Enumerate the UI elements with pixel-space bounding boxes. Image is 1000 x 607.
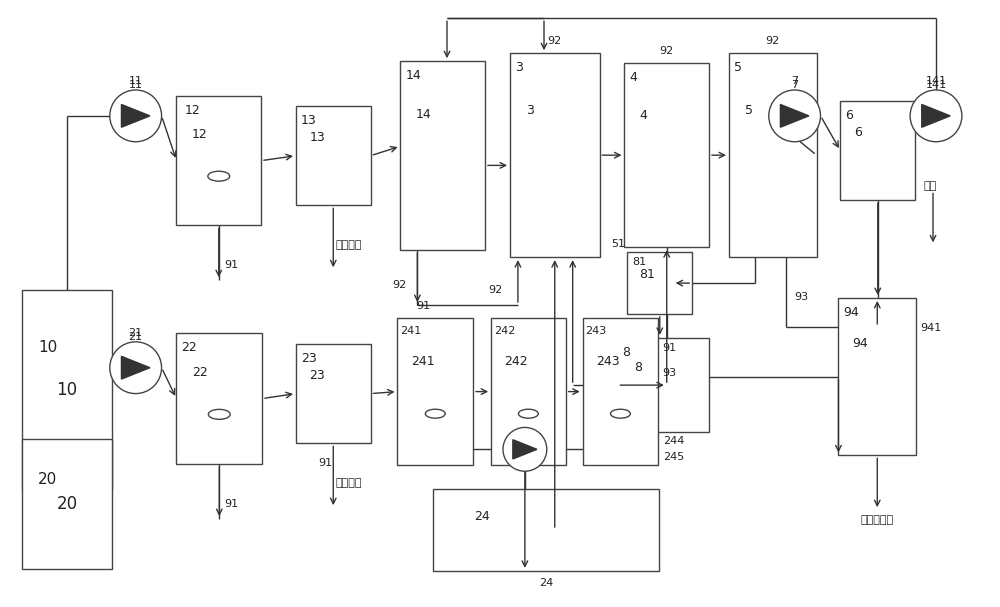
Bar bbox=[176, 333, 262, 464]
Text: 93: 93 bbox=[662, 368, 676, 378]
Polygon shape bbox=[922, 104, 950, 127]
Text: 21: 21 bbox=[129, 328, 143, 338]
Bar bbox=[296, 106, 371, 205]
Text: 8: 8 bbox=[634, 362, 642, 375]
Text: 93: 93 bbox=[794, 292, 808, 302]
Bar bbox=[22, 439, 112, 569]
Text: 92: 92 bbox=[660, 46, 674, 56]
Polygon shape bbox=[780, 104, 809, 127]
Circle shape bbox=[110, 90, 162, 142]
Text: 243: 243 bbox=[586, 326, 607, 336]
Text: 242: 242 bbox=[494, 326, 515, 336]
Bar bbox=[433, 489, 659, 571]
Polygon shape bbox=[121, 104, 150, 127]
Text: 8: 8 bbox=[622, 346, 630, 359]
Ellipse shape bbox=[208, 171, 230, 181]
Circle shape bbox=[110, 342, 162, 393]
Text: 21: 21 bbox=[129, 332, 143, 342]
Text: 24: 24 bbox=[474, 509, 490, 523]
Text: 22: 22 bbox=[192, 365, 208, 379]
Text: 92: 92 bbox=[548, 36, 562, 46]
Text: 244: 244 bbox=[663, 436, 685, 446]
Text: 5: 5 bbox=[734, 61, 742, 74]
Ellipse shape bbox=[425, 409, 445, 418]
Text: 10: 10 bbox=[38, 340, 58, 355]
Text: 241: 241 bbox=[400, 326, 422, 336]
Text: 141: 141 bbox=[925, 76, 947, 86]
Ellipse shape bbox=[610, 409, 630, 418]
Text: 91: 91 bbox=[224, 499, 238, 509]
Circle shape bbox=[503, 427, 547, 471]
Text: 3: 3 bbox=[515, 61, 523, 74]
Bar bbox=[296, 344, 371, 443]
Text: 排放: 排放 bbox=[923, 180, 936, 191]
Ellipse shape bbox=[518, 409, 538, 418]
Text: 141: 141 bbox=[925, 80, 947, 90]
Circle shape bbox=[910, 90, 962, 142]
Text: 11: 11 bbox=[129, 80, 143, 90]
Text: 81: 81 bbox=[639, 268, 655, 280]
Text: 24: 24 bbox=[539, 578, 553, 588]
Text: 3: 3 bbox=[526, 104, 534, 117]
Text: 92: 92 bbox=[392, 280, 407, 290]
Bar bbox=[838, 298, 916, 455]
Text: 4: 4 bbox=[640, 109, 648, 122]
Text: 13: 13 bbox=[309, 131, 325, 144]
Bar bbox=[627, 253, 692, 314]
Text: 51: 51 bbox=[611, 239, 625, 249]
Text: 20: 20 bbox=[38, 472, 58, 487]
Text: 泥砂排放: 泥砂排放 bbox=[335, 478, 362, 488]
Text: 干污泥外运: 干污泥外运 bbox=[861, 515, 894, 525]
Text: 6: 6 bbox=[845, 109, 853, 122]
Text: 243: 243 bbox=[596, 354, 620, 368]
Polygon shape bbox=[513, 439, 537, 459]
Text: 241: 241 bbox=[411, 354, 435, 368]
Text: 14: 14 bbox=[405, 69, 421, 82]
Text: 941: 941 bbox=[920, 323, 941, 333]
Text: 11: 11 bbox=[129, 76, 143, 86]
Bar bbox=[400, 61, 485, 250]
Ellipse shape bbox=[208, 409, 230, 419]
Bar bbox=[491, 318, 566, 465]
Text: 4: 4 bbox=[629, 71, 637, 84]
Bar bbox=[729, 53, 817, 257]
Bar bbox=[176, 96, 261, 225]
Text: 242: 242 bbox=[504, 354, 528, 368]
Text: 91: 91 bbox=[318, 458, 332, 468]
Text: 6: 6 bbox=[854, 126, 862, 139]
Text: 10: 10 bbox=[56, 381, 78, 399]
Circle shape bbox=[769, 90, 821, 142]
Text: 14: 14 bbox=[416, 109, 431, 121]
Bar bbox=[397, 318, 473, 465]
Text: 20: 20 bbox=[56, 495, 78, 513]
Text: 94: 94 bbox=[852, 337, 868, 350]
Bar bbox=[510, 53, 600, 257]
Text: 92: 92 bbox=[488, 285, 502, 295]
Text: 81: 81 bbox=[632, 257, 647, 267]
Text: 92: 92 bbox=[766, 36, 780, 46]
Text: 泥砂排放: 泥砂排放 bbox=[335, 240, 362, 250]
Bar bbox=[840, 101, 915, 200]
Text: 94: 94 bbox=[843, 306, 859, 319]
Text: 7: 7 bbox=[791, 80, 798, 90]
Text: 245: 245 bbox=[663, 452, 684, 463]
Text: 23: 23 bbox=[309, 368, 325, 382]
Text: 91: 91 bbox=[662, 343, 676, 353]
Text: 12: 12 bbox=[184, 104, 200, 117]
Text: 5: 5 bbox=[745, 104, 753, 117]
Bar bbox=[22, 290, 112, 489]
Text: 13: 13 bbox=[301, 114, 317, 127]
Text: 22: 22 bbox=[181, 341, 197, 354]
Bar bbox=[583, 318, 658, 465]
Polygon shape bbox=[121, 356, 150, 379]
Text: 91: 91 bbox=[224, 260, 238, 270]
Bar bbox=[617, 338, 709, 432]
Text: 7: 7 bbox=[791, 76, 798, 86]
Text: 23: 23 bbox=[301, 352, 317, 365]
Text: 12: 12 bbox=[192, 128, 207, 141]
Text: 91: 91 bbox=[416, 301, 430, 311]
Bar bbox=[624, 63, 709, 247]
